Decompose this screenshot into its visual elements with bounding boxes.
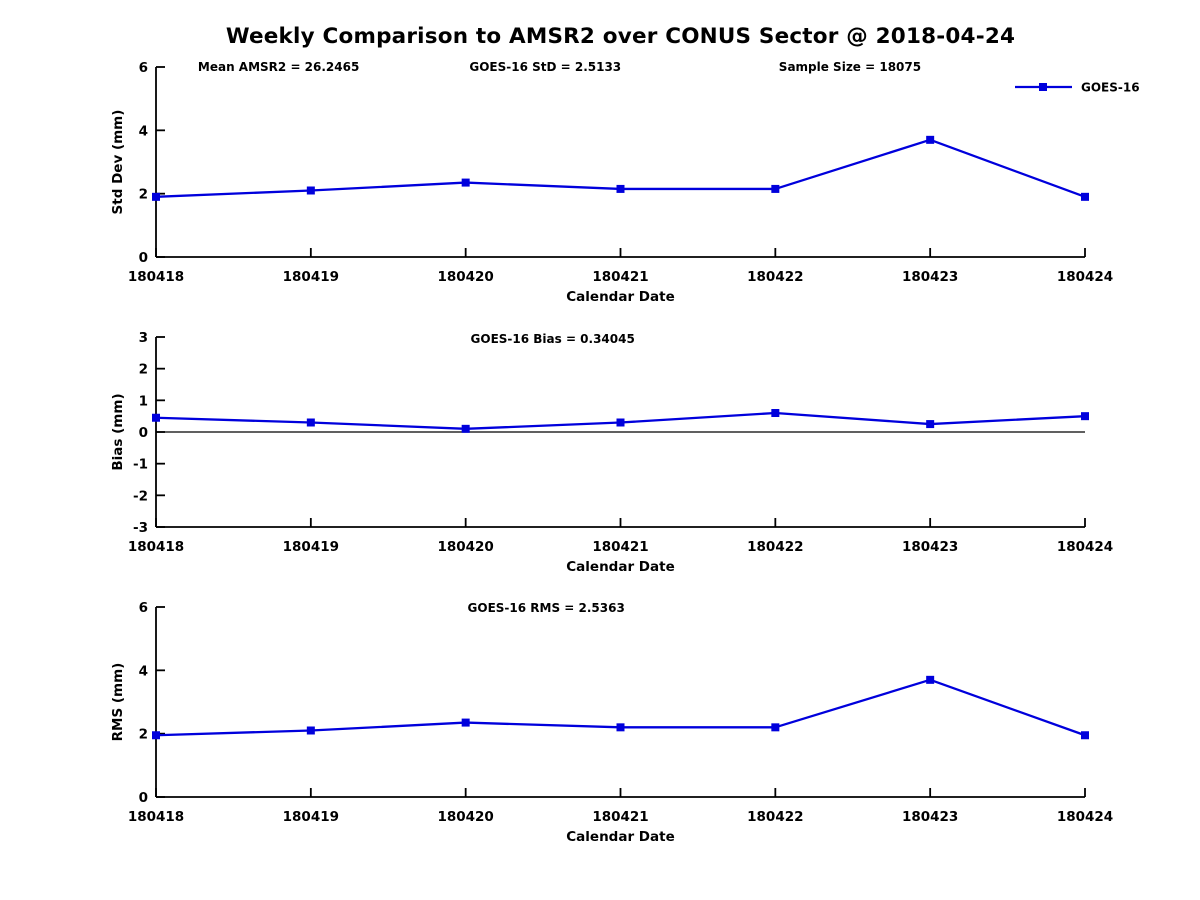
data-point-marker	[306, 186, 315, 195]
x-tick-label: 180424	[1057, 539, 1113, 555]
figure-title: Weekly Comparison to AMSR2 over CONUS Se…	[225, 24, 1016, 49]
y-tick-label: 0	[139, 250, 148, 266]
data-point-marker	[926, 675, 935, 684]
data-point-marker	[461, 718, 470, 727]
x-tick-label: 180419	[283, 539, 339, 555]
bias-plot-svg: -3 -2 -1 0 1 2 3 180418 180419 180420 180421 180422…	[110, 330, 1113, 575]
x-tick-label: 180423	[902, 809, 958, 825]
x-tick-label: 180422	[747, 809, 803, 825]
x-axis-title: Calendar Date	[566, 289, 674, 305]
legend-marker	[1039, 83, 1047, 91]
x-tick-label: 180424	[1057, 269, 1113, 285]
x-tick-label: 180423	[902, 539, 958, 555]
chart-std-dev: 0 2 4 6 180418 180419 180420 180421 180422 180423…	[0, 50, 1200, 310]
stat-annotation: Mean AMSR2 = 26.2465	[198, 60, 359, 74]
x-tick-label: 180418	[128, 269, 184, 285]
y-tick-label: 0	[139, 790, 148, 806]
x-tick-label: 180424	[1057, 809, 1113, 825]
y-axis-title: Bias (mm)	[110, 393, 126, 470]
y-tick-label: 0	[139, 425, 148, 441]
x-tick-label: 180421	[592, 539, 648, 555]
y-tick-label: -1	[133, 457, 148, 473]
data-point-marker	[926, 420, 935, 429]
x-axis-title: Calendar Date	[566, 559, 674, 575]
data-point-marker	[616, 723, 625, 732]
data-point-marker	[926, 135, 935, 144]
y-tick-label: 6	[139, 60, 148, 76]
x-tick-label: 180421	[592, 269, 648, 285]
x-axis-title: Calendar Date	[566, 829, 674, 845]
data-point-marker	[1081, 731, 1089, 740]
y-tick-label: 3	[139, 330, 148, 346]
x-tick-label: 180423	[902, 269, 958, 285]
x-tick-label: 180420	[437, 269, 493, 285]
y-tick-label: 2	[139, 187, 148, 203]
stat-annotation: GOES-16 StD = 2.5133	[469, 60, 621, 74]
x-tick-label: 180419	[283, 269, 339, 285]
y-tick-label: -3	[133, 520, 148, 536]
stat-annotation: Sample Size = 18075	[779, 60, 921, 74]
y-tick-label: 4	[139, 663, 148, 679]
data-point-marker	[771, 723, 780, 732]
stat-annotation: GOES-16 Bias = 0.34045	[471, 332, 635, 346]
data-point-marker	[616, 418, 625, 427]
chart-bias: -3 -2 -1 0 1 2 3 180418 180419 180420 180421 180422…	[0, 320, 1200, 580]
x-tick-label: 180420	[437, 809, 493, 825]
std-dev-plot-svg: 0 2 4 6 180418 180419 180420 180421 180422 180423…	[110, 60, 1140, 305]
data-point-marker	[461, 178, 470, 187]
data-point-marker	[771, 184, 780, 193]
data-point-marker	[306, 726, 315, 735]
data-point-marker	[616, 184, 625, 193]
data-point-marker	[306, 418, 315, 427]
y-tick-label: 6	[139, 600, 148, 616]
data-point-marker	[152, 413, 160, 422]
legend-label: GOES-16	[1081, 81, 1140, 95]
y-axis-title: RMS (mm)	[110, 663, 126, 742]
rms-plot-svg: 0 2 4 6 180418 180419 180420 180421 180422 180423…	[110, 600, 1113, 845]
x-tick-label: 180420	[437, 539, 493, 555]
data-point-marker	[152, 731, 160, 740]
x-tick-label: 180418	[128, 809, 184, 825]
data-point-marker	[152, 192, 160, 201]
y-tick-label: 4	[139, 123, 148, 139]
y-tick-label: 2	[139, 362, 148, 378]
y-tick-label: 1	[139, 393, 148, 409]
x-tick-label: 180422	[747, 269, 803, 285]
data-point-marker	[1081, 192, 1089, 201]
stat-annotation: GOES-16 RMS = 2.5363	[468, 601, 625, 615]
y-tick-label: -2	[133, 488, 148, 504]
x-tick-label: 180422	[747, 539, 803, 555]
x-tick-label: 180421	[592, 809, 648, 825]
y-axis-title: Std Dev (mm)	[110, 110, 126, 215]
data-point-marker	[1081, 412, 1089, 421]
data-point-marker	[461, 424, 470, 433]
y-tick-label: 2	[139, 727, 148, 743]
x-tick-label: 180418	[128, 539, 184, 555]
chart-rms: 0 2 4 6 180418 180419 180420 180421 180422 180423…	[0, 590, 1200, 850]
data-point-marker	[771, 409, 780, 417]
x-tick-label: 180419	[283, 809, 339, 825]
